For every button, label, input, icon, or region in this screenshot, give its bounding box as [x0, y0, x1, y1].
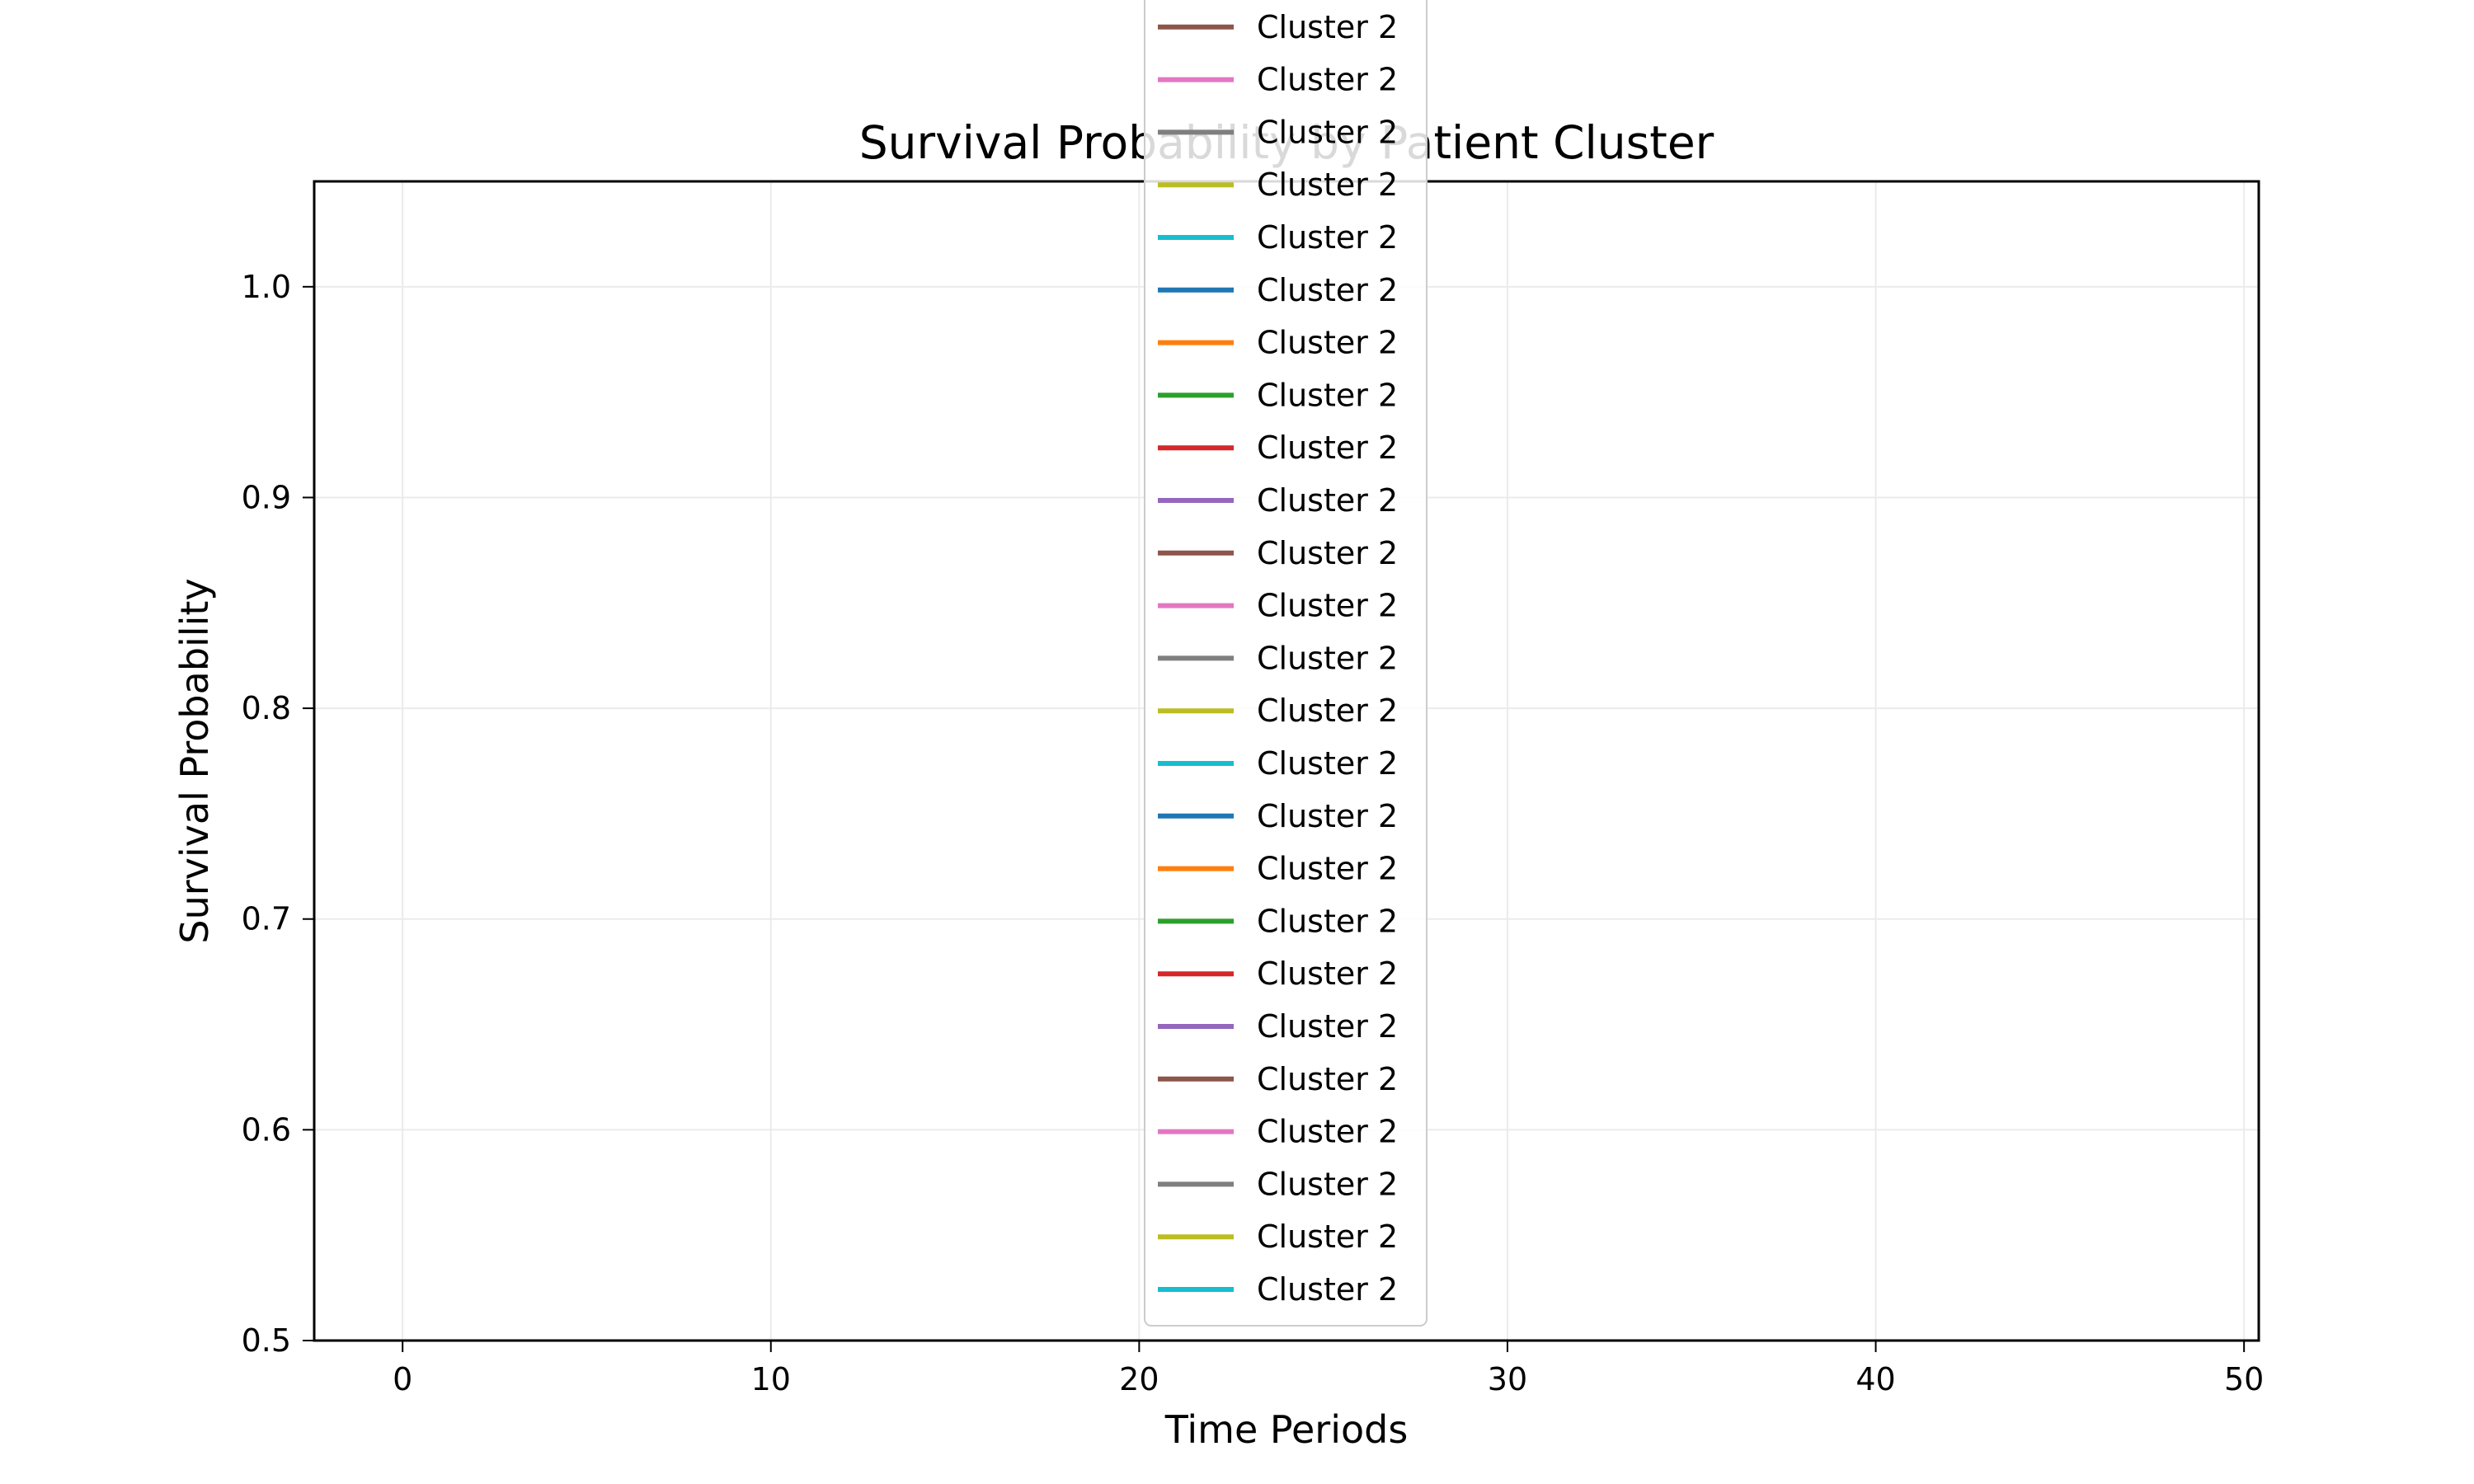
legend-item: Cluster 2 [1158, 1008, 1398, 1045]
legend-item: Cluster 2 [1158, 798, 1398, 834]
legend-item: Cluster 2 [1158, 62, 1398, 98]
legend-label: Cluster 2 [1257, 798, 1398, 834]
legend-item: Cluster 2 [1158, 745, 1398, 782]
legend-item: Cluster 2 [1158, 1271, 1398, 1308]
legend-label: Cluster 2 [1257, 114, 1398, 150]
legend-label: Cluster 2 [1257, 1114, 1398, 1150]
legend-item: Cluster 2 [1158, 167, 1398, 203]
x-tick-label: 30 [1488, 1361, 1527, 1397]
legend-item: Cluster 2 [1158, 377, 1398, 413]
legend-label: Cluster 2 [1257, 377, 1398, 413]
legend-item: Cluster 2 [1158, 9, 1398, 45]
legend-label: Cluster 2 [1257, 851, 1398, 887]
legend-label: Cluster 2 [1257, 482, 1398, 519]
legend-frame [1144, 0, 1427, 1327]
x-tick-label: 10 [751, 1361, 791, 1397]
y-tick-label: 0.5 [242, 1322, 291, 1359]
legend-item: Cluster 2 [1158, 956, 1398, 992]
legend-item: Cluster 2 [1158, 903, 1398, 939]
x-tick-label: 50 [2224, 1361, 2264, 1397]
legend-item: Cluster 2 [1158, 1061, 1398, 1097]
x-tick-label: 20 [1119, 1361, 1159, 1397]
y-tick-label: 0.9 [242, 479, 291, 515]
legend-label: Cluster 2 [1257, 956, 1398, 992]
x-tick-label: 0 [393, 1361, 412, 1397]
legend-label: Cluster 2 [1257, 167, 1398, 203]
legend-item: Cluster 2 [1158, 1114, 1398, 1150]
legend-label: Cluster 2 [1257, 745, 1398, 782]
legend-item: Cluster 2 [1158, 272, 1398, 308]
x-tick-label: 40 [1856, 1361, 1895, 1397]
legend-label: Cluster 2 [1257, 1166, 1398, 1202]
legend-label: Cluster 2 [1257, 62, 1398, 98]
legend-item: Cluster 2 [1158, 114, 1398, 150]
legend-item: Cluster 2 [1158, 1166, 1398, 1202]
legend-label: Cluster 2 [1257, 1008, 1398, 1045]
legend-label: Cluster 2 [1257, 430, 1398, 466]
legend-item: Cluster 2 [1158, 693, 1398, 729]
legend-label: Cluster 2 [1257, 1061, 1398, 1097]
legend-item: Cluster 2 [1158, 640, 1398, 676]
legend-item: Cluster 2 [1158, 430, 1398, 466]
legend-label: Cluster 2 [1257, 903, 1398, 939]
y-tick-label: 0.8 [242, 690, 291, 726]
y-axis-title: Survival Probability [172, 578, 217, 943]
legend-label: Cluster 2 [1257, 535, 1398, 571]
legend-label: Cluster 2 [1257, 1219, 1398, 1255]
legend-label: Cluster 2 [1257, 640, 1398, 676]
legend-item: Cluster 2 [1158, 851, 1398, 887]
y-tick-label: 0.7 [242, 901, 291, 937]
y-tick-label: 0.6 [242, 1111, 291, 1148]
legend-label: Cluster 2 [1257, 1271, 1398, 1308]
x-axis-title: Time Periods [1164, 1407, 1409, 1452]
legend-item: Cluster 2 [1158, 482, 1398, 519]
legend-label: Cluster 2 [1257, 219, 1398, 256]
legend: Cluster 2 Cluster 2 Cluster 2 Cluster 2 Clus… [1144, 0, 1427, 1327]
legend-item: Cluster 2 [1158, 535, 1398, 571]
legend-label: Cluster 2 [1257, 9, 1398, 45]
legend-label: Cluster 2 [1257, 588, 1398, 624]
tick-layer: 0 10 20 30 40 50 0.5 0.6 0.7 0.8 0.9 1.0 [242, 269, 2265, 1397]
legend-label: Cluster 2 [1257, 325, 1398, 361]
legend-item: Cluster 2 [1158, 1219, 1398, 1255]
legend-item: Cluster 2 [1158, 588, 1398, 624]
legend-item: Cluster 2 [1158, 219, 1398, 256]
y-tick-label: 1.0 [242, 269, 291, 305]
legend-label: Cluster 2 [1257, 693, 1398, 729]
legend-label: Cluster 2 [1257, 272, 1398, 308]
legend-item: Cluster 2 [1158, 325, 1398, 361]
